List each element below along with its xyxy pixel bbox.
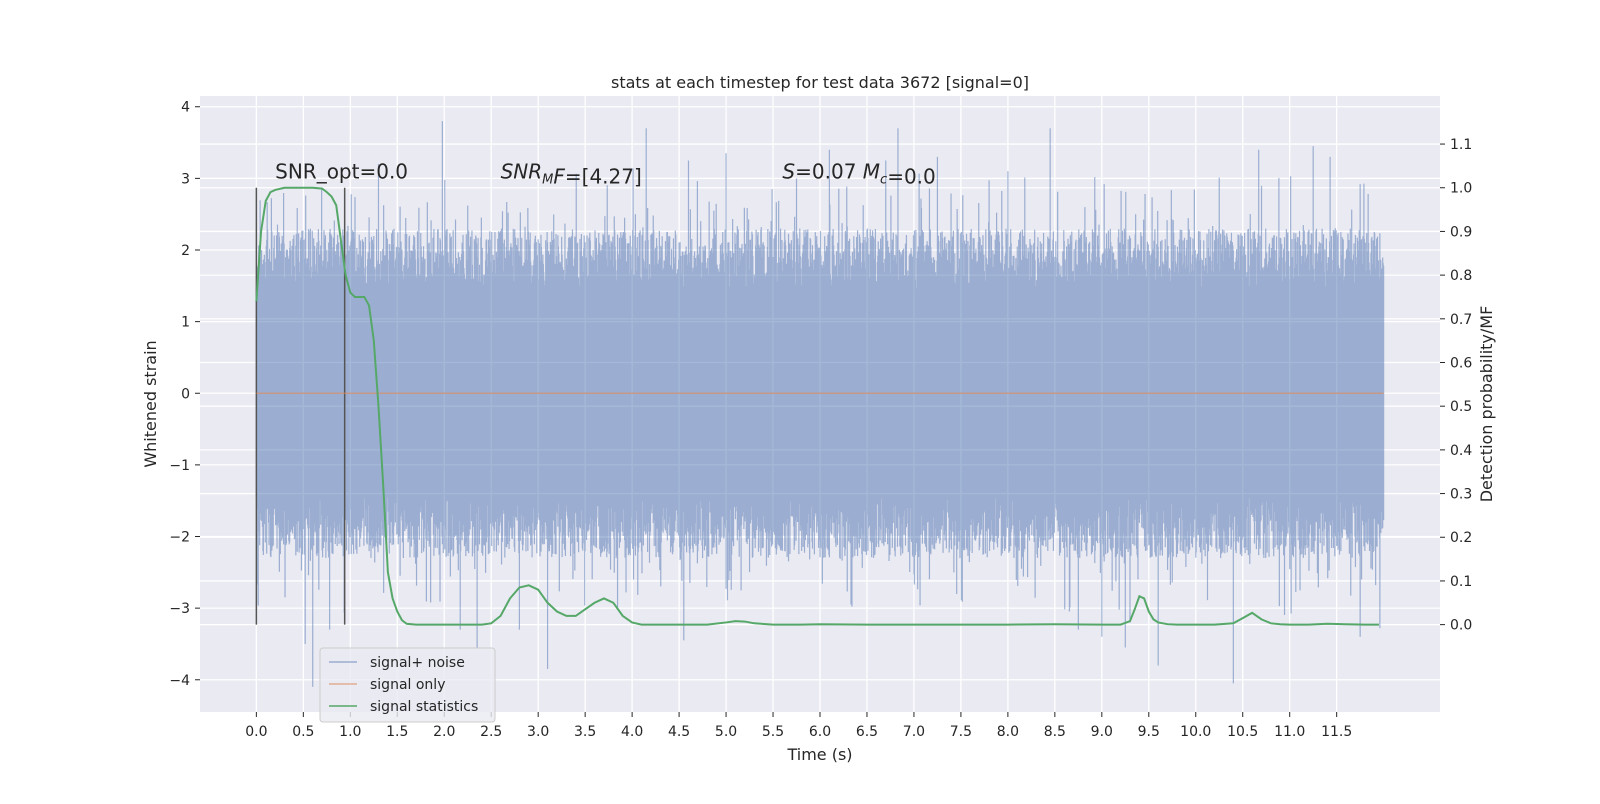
annotations: SNR_opt=0.0 SNRMF=[4.27] S=0.07 Mc=0.0 (275, 159, 936, 188)
y-tick-label: −2 (169, 530, 190, 546)
annotation-part: F (553, 164, 565, 188)
y2-tick-label: 0.3 (1450, 487, 1472, 503)
y2-tick-label: 0.8 (1450, 268, 1472, 284)
legend-label-signal-only: signal only (370, 677, 445, 693)
y2-tick-label: 1.0 (1450, 181, 1472, 197)
annotation-part: =0.0 (887, 164, 936, 188)
axes: 0.0 0.5 1.0 1.5 2.0 2.5 3.0 3.5 4.0 4.5 5.0 5.5 6.0 6… (169, 100, 1472, 740)
y-tick-label: 1 (181, 315, 190, 331)
x-tick-label: 3.5 (574, 724, 596, 740)
x-tick-label: 0.0 (245, 724, 267, 740)
x-tick-label: 11.0 (1274, 724, 1305, 740)
x-tick-label: 0.5 (292, 724, 314, 740)
y2-tick-label: 0.1 (1450, 574, 1472, 590)
y2-tick-label: 0.2 (1450, 530, 1472, 546)
annotation-2: SNRMF=[4.27] (501, 159, 642, 188)
y2-tick-label: 0.9 (1450, 224, 1472, 240)
chart-title: stats at each timestep for test data 367… (611, 73, 1029, 92)
x-tick-label: 4.0 (621, 724, 643, 740)
x-tick-label: 8.0 (997, 724, 1019, 740)
x-axis-label: Time (s) (786, 745, 852, 764)
x-tick-label: 5.5 (762, 724, 784, 740)
y2-tick-label: 0.7 (1450, 312, 1472, 328)
legend-label-signal-statistics: signal statistics (370, 699, 478, 715)
legend-box (319, 647, 496, 723)
annotation-part: M (542, 172, 553, 187)
y-tick-label: −3 (169, 601, 190, 617)
x-tick-label: 11.5 (1321, 724, 1352, 740)
annotation-part: =[4.27] (565, 164, 642, 188)
series-lines (255, 186, 1384, 626)
x-tick-label: 1.0 (339, 724, 361, 740)
y2-axis-label: Detection probability/MF (1477, 306, 1496, 503)
y2-tick-label: 0.4 (1450, 443, 1472, 459)
x-tick-label: 9.0 (1091, 724, 1113, 740)
annotation-part: SNR (501, 159, 543, 183)
annotation-part: c (880, 172, 887, 187)
y2-tick-label: 1.1 (1450, 137, 1472, 153)
y2-tick-label: 0.6 (1450, 355, 1472, 371)
y2-tick-label: 0.5 (1450, 399, 1472, 415)
x-tick-label: 7.0 (903, 724, 925, 740)
y-tick-label: 4 (181, 100, 190, 116)
legend: signal+ noise signal only signal statist… (319, 647, 496, 723)
x-tick-label: 8.5 (1044, 724, 1066, 740)
y-tick-label: −1 (169, 458, 190, 474)
x-tick-label: 10.5 (1227, 724, 1258, 740)
x-tick-label: 7.5 (950, 724, 972, 740)
y-tick-label: −4 (169, 673, 190, 689)
annotation-part: M (863, 159, 880, 183)
annotation-3: S=0.07 Mc=0.0 (782, 159, 935, 188)
x-tick-label: 2.5 (480, 724, 502, 740)
x-tick-label: 6.5 (856, 724, 878, 740)
x-tick-label: 9.5 (1138, 724, 1160, 740)
y-tick-label: 0 (181, 386, 190, 402)
x-tick-label: 2.0 (433, 724, 455, 740)
signal-statistics-line (255, 186, 1379, 626)
x-tick-label: 6.0 (809, 724, 831, 740)
x-tick-label: 1.5 (386, 724, 408, 740)
annotation-part: S (782, 159, 795, 183)
y-tick-label: 2 (181, 243, 190, 259)
y-tick-label: 3 (181, 171, 190, 187)
x-tick-label: 4.5 (668, 724, 690, 740)
x-tick-label: 5.0 (715, 724, 737, 740)
x-tick-label: 10.0 (1180, 724, 1211, 740)
annotation-part: =0.07 (795, 159, 863, 183)
y2-tick-label: 0.0 (1450, 618, 1472, 634)
legend-label-signal-plus-noise: signal+ noise (370, 655, 465, 671)
annotation-1: SNR_opt=0.0 (275, 159, 408, 183)
x-tick-label: 3.0 (527, 724, 549, 740)
y-axis-label: Whitened strain (141, 340, 160, 467)
